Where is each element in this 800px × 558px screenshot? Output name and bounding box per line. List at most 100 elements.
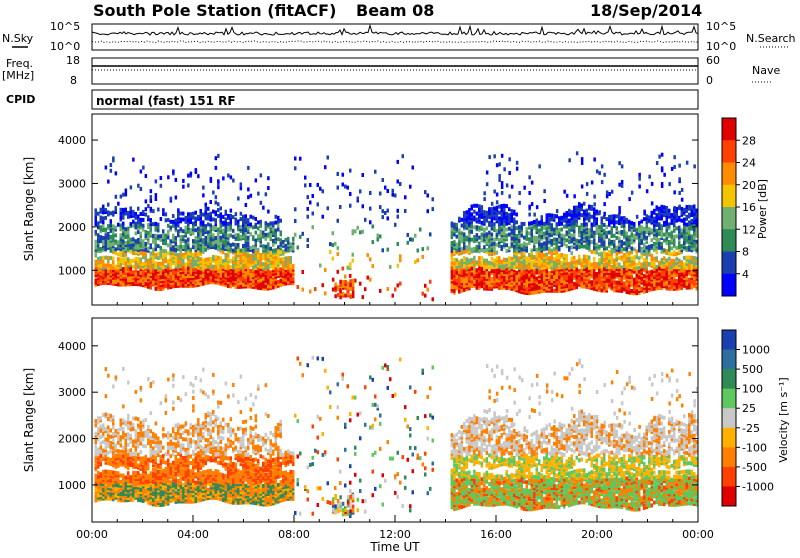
data-cell xyxy=(636,228,639,232)
data-cell xyxy=(563,262,566,266)
data-cell xyxy=(516,262,519,266)
data-cell xyxy=(618,273,621,277)
data-cell xyxy=(608,263,611,267)
data-cell xyxy=(117,257,120,261)
data-cell xyxy=(628,251,631,255)
data-cell xyxy=(232,249,235,253)
data-cell xyxy=(215,255,218,259)
data-cell xyxy=(488,207,491,211)
data-cell xyxy=(135,257,138,261)
data-cell xyxy=(486,215,489,219)
data-cell xyxy=(115,171,118,175)
data-cell xyxy=(603,229,606,233)
data-cell xyxy=(110,169,113,173)
data-cell xyxy=(275,267,278,271)
data-cell xyxy=(641,262,644,266)
data-cell xyxy=(626,282,629,286)
data-cell xyxy=(215,226,218,230)
data-cell xyxy=(379,192,382,196)
data-cell xyxy=(548,225,551,229)
data-cell xyxy=(192,268,195,272)
data-cell xyxy=(656,250,659,254)
data-cell xyxy=(693,205,696,209)
data-cell xyxy=(102,216,105,220)
data-cell xyxy=(117,223,120,227)
data-cell xyxy=(508,282,511,286)
data-cell xyxy=(100,225,103,229)
data-cell xyxy=(162,233,165,237)
data-cell xyxy=(220,212,223,216)
data-cell xyxy=(150,257,153,261)
data-cell xyxy=(147,223,150,227)
data-cell xyxy=(394,194,397,198)
data-cell xyxy=(551,217,554,221)
data-cell xyxy=(155,243,158,247)
data-cell xyxy=(606,246,609,250)
data-cell xyxy=(175,226,178,230)
data-cell xyxy=(488,252,491,256)
data-cell xyxy=(344,275,347,279)
data-cell xyxy=(506,204,509,208)
data-cell xyxy=(192,261,195,265)
data-cell xyxy=(463,221,466,225)
data-cell xyxy=(628,235,631,239)
data-cell xyxy=(167,251,170,255)
data-cell xyxy=(140,241,143,245)
data-cell xyxy=(200,229,203,233)
data-cell xyxy=(691,286,694,290)
data-cell xyxy=(548,250,551,254)
data-cell xyxy=(566,211,569,215)
data-cell xyxy=(606,235,609,239)
data-cell xyxy=(511,257,514,261)
data-cell xyxy=(349,287,352,291)
data-cell xyxy=(593,261,596,265)
data-cell xyxy=(272,221,275,225)
data-cell xyxy=(130,259,133,263)
data-cell xyxy=(290,264,293,268)
freq-frame xyxy=(92,58,698,84)
data-cell xyxy=(508,227,511,231)
data-cell xyxy=(200,246,203,250)
data-cell xyxy=(197,233,200,237)
data-cell xyxy=(653,236,656,240)
data-cell xyxy=(190,172,193,176)
data-cell xyxy=(399,182,402,186)
data-cell xyxy=(110,256,113,260)
data-cell xyxy=(140,232,143,236)
data-cell xyxy=(596,231,599,235)
data-cell xyxy=(294,166,297,170)
data-cell xyxy=(616,226,619,230)
data-cell xyxy=(150,232,153,236)
data-cell xyxy=(606,287,609,291)
data-cell xyxy=(140,251,143,255)
data-cell xyxy=(568,209,571,213)
data-cell xyxy=(526,227,529,231)
data-cell xyxy=(581,231,584,235)
data-cell xyxy=(486,248,489,252)
data-cell xyxy=(424,284,427,288)
data-cell xyxy=(127,240,130,244)
data-cell xyxy=(516,220,519,224)
data-cell xyxy=(165,253,168,257)
data-cell xyxy=(611,220,614,224)
data-cell xyxy=(250,194,253,198)
data-cell xyxy=(673,211,676,215)
data-cell xyxy=(671,235,674,239)
data-cell xyxy=(275,221,278,225)
data-cell xyxy=(275,248,278,252)
data-cell xyxy=(127,231,130,235)
data-cell xyxy=(611,265,614,269)
data-cell xyxy=(337,186,340,190)
data-cell xyxy=(451,249,454,253)
data-cell xyxy=(483,228,486,232)
data-cell xyxy=(210,227,213,231)
data-cell xyxy=(332,231,335,235)
data-cell xyxy=(357,226,360,230)
data-cell xyxy=(521,276,524,280)
data-cell xyxy=(586,246,589,250)
data-cell xyxy=(528,265,531,269)
data-cell xyxy=(180,261,183,265)
data-cell xyxy=(658,238,661,242)
data-cell xyxy=(135,212,138,216)
